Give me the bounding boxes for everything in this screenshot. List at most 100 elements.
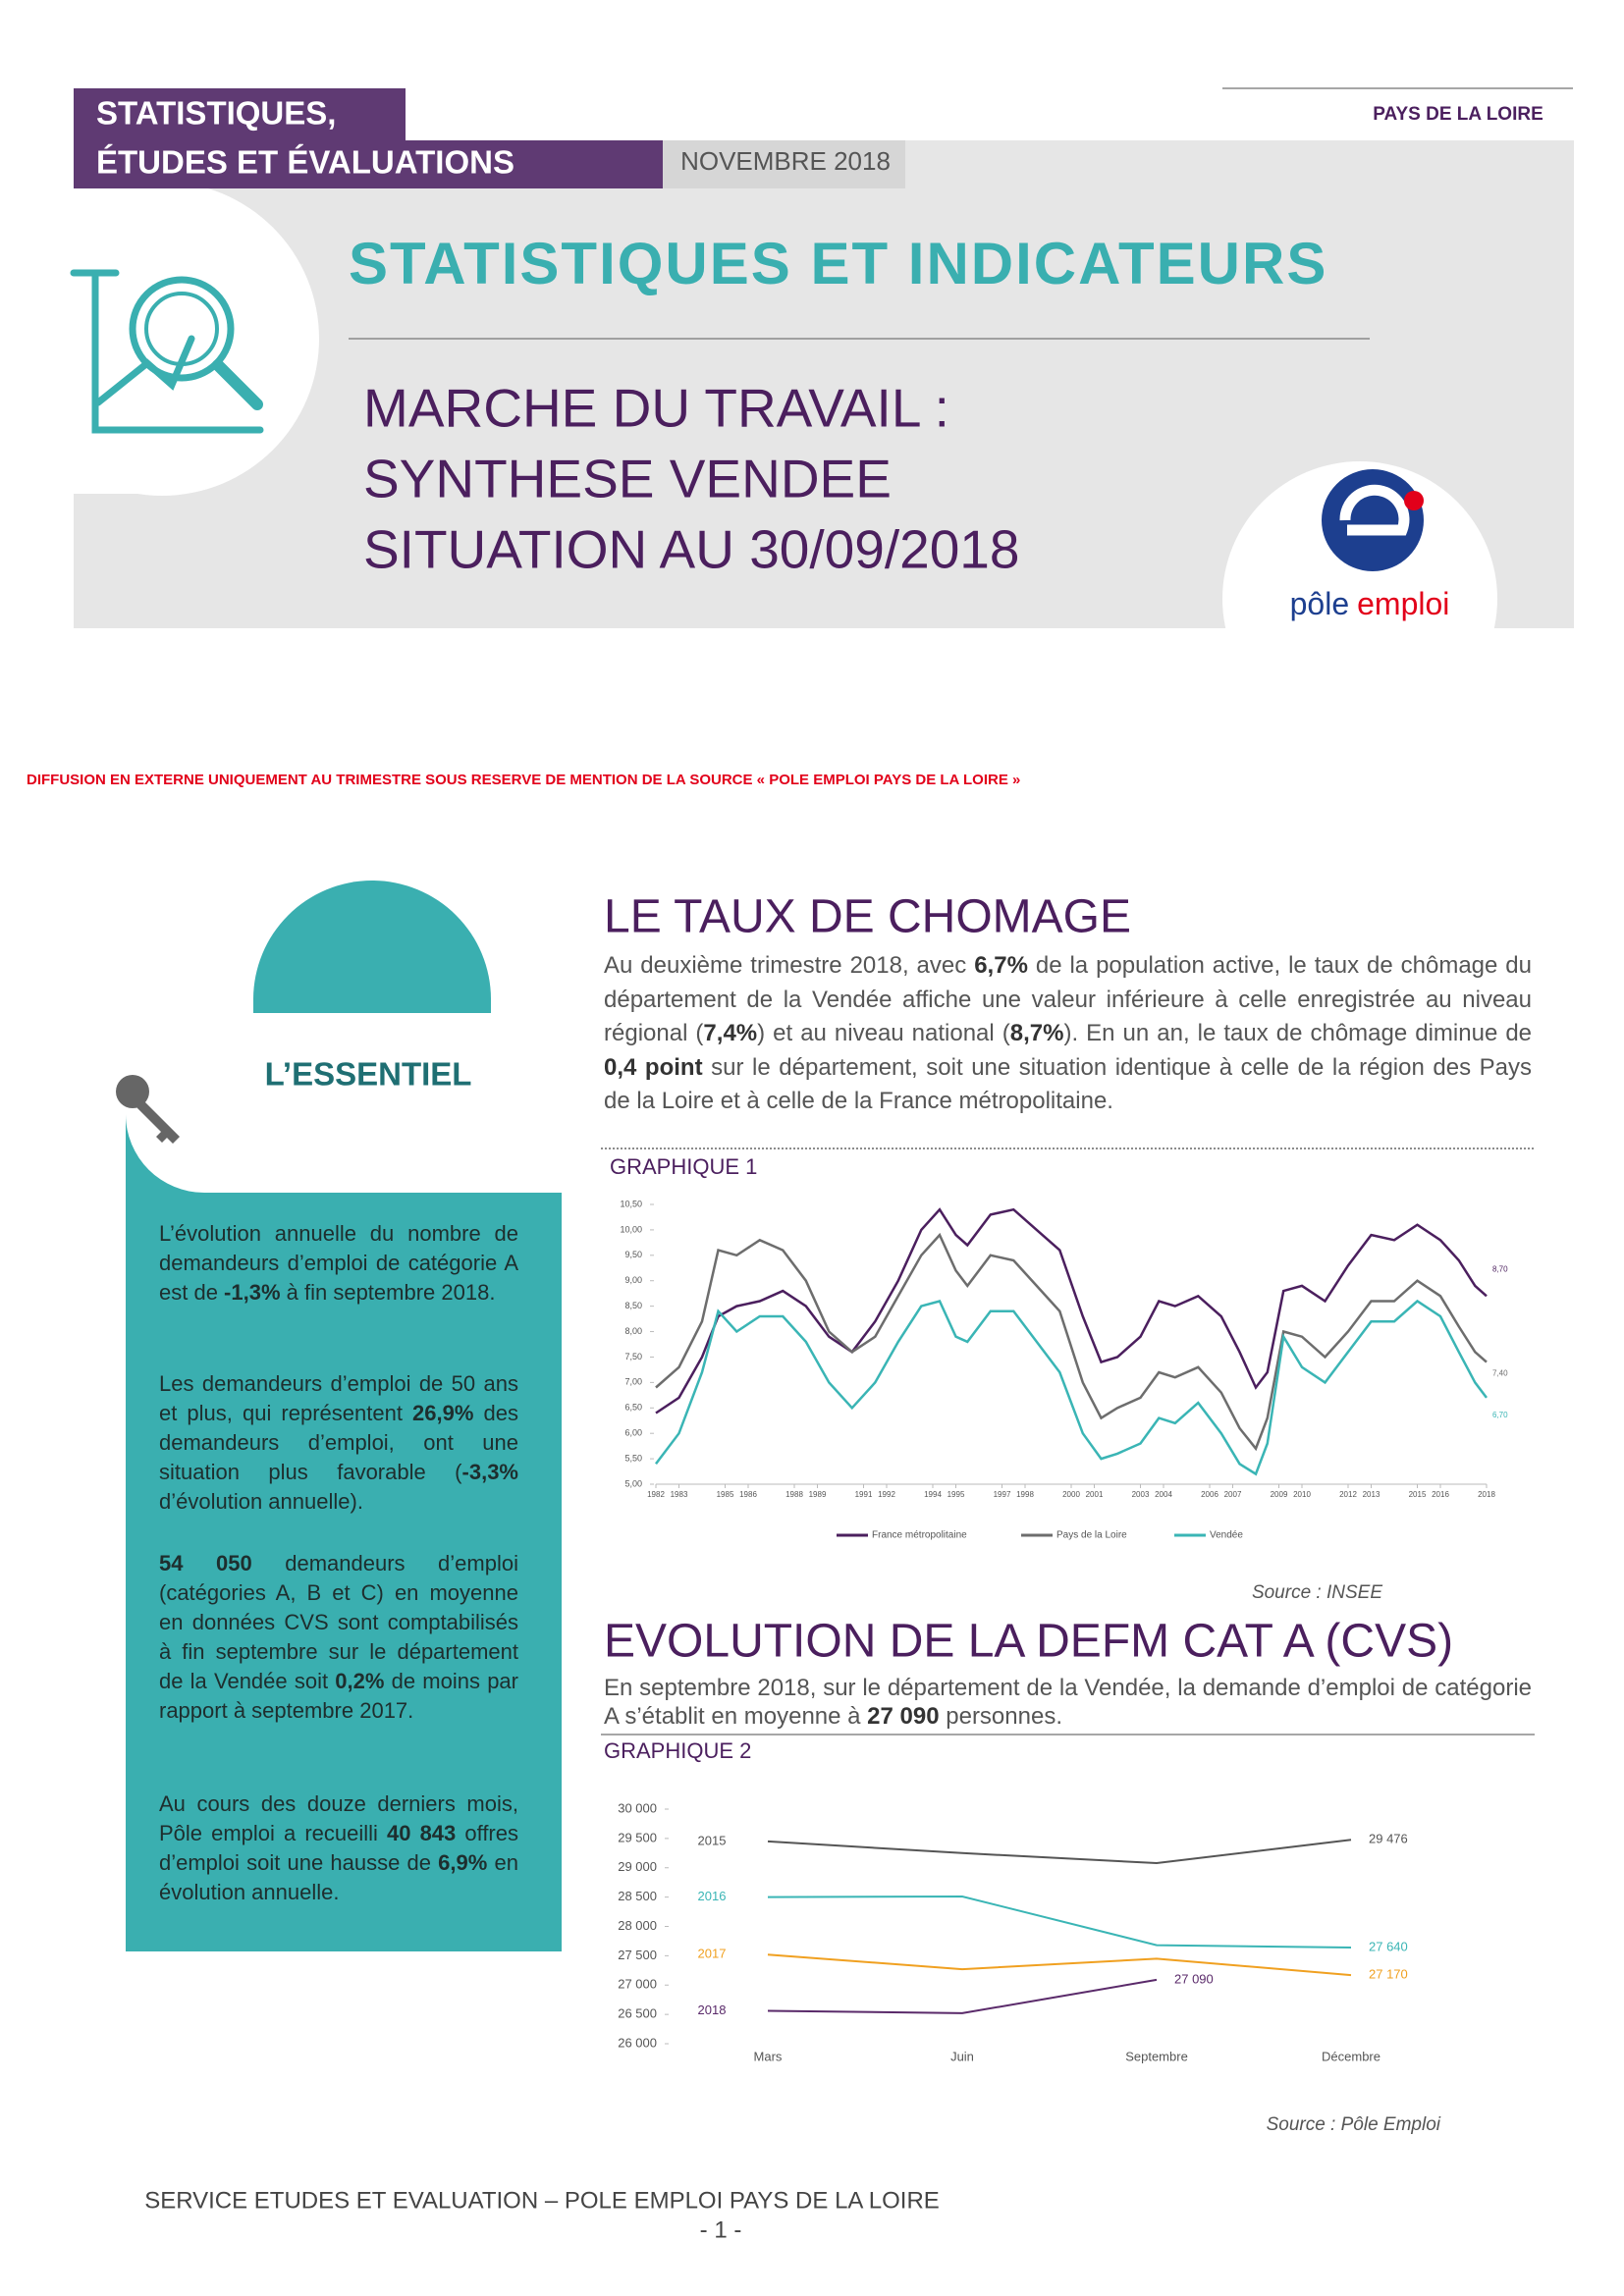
bold-text: 54 050 [159, 1551, 252, 1575]
series-line [767, 1839, 1352, 1865]
y-tick-label: 6,50 [624, 1403, 642, 1413]
section-title: LE TAUX DE CHOMAGE [604, 891, 1131, 943]
bold-text: 8,7% [1009, 1020, 1064, 1046]
subtitle: SITUATION AU 30/09/2018 [363, 519, 1019, 580]
paragraph: 54 050 demandeurs d’emploi (catégories A… [159, 1549, 518, 1726]
paragraph: En septembre 2018, sur le département de… [604, 1674, 1532, 1731]
page-number: - 1 - [700, 2216, 742, 2243]
y-tick-label: 7,00 [624, 1377, 642, 1387]
series-name: STATISTIQUES, [96, 95, 336, 132]
paragraph: Les demandeurs d’emploi de 50 ans et plu… [159, 1369, 518, 1517]
x-tick-label: 1983 [671, 1490, 688, 1499]
text: de moins par rapport à septembre 2017. [159, 1669, 518, 1723]
x-tick-label: 1995 [947, 1490, 965, 1499]
series-name: ÉTUDES ET ÉVALUATIONS [96, 144, 514, 181]
legend-label: France métropolitaine [872, 1530, 967, 1541]
logo-mark [1404, 491, 1424, 510]
y-tick-label: 9,00 [624, 1275, 642, 1285]
series-label: 2016 [698, 1889, 727, 1903]
text: de la population active, le taux de chôm… [604, 952, 1532, 1046]
paragraph: Au cours des douze derniers mois, Pôle e… [159, 1789, 518, 1907]
y-tick-label: 6,00 [624, 1428, 642, 1438]
text: offres d’emploi soit une hausse de [159, 1821, 518, 1875]
series-line [767, 1953, 1352, 1977]
paragraph: Au deuxième trimestre 2018, avec 6,7% de… [604, 949, 1532, 1119]
y-tick-label: 26 500 [618, 2006, 657, 2021]
x-tick-label: 2010 [1293, 1490, 1311, 1499]
text: Au deuxième trimestre 2018, avec [604, 952, 975, 979]
header-cutout [5, 182, 319, 496]
text: L’évolution annuelle du nombre de demand… [159, 1221, 518, 1305]
y-tick-label: 30 000 [618, 1800, 657, 1815]
logo-word: pôle [1290, 586, 1350, 621]
series-label: 2015 [698, 1833, 727, 1847]
y-tick-label: 10,50 [620, 1199, 642, 1208]
subtitle: MARCHE DU TRAVAIL : [363, 378, 949, 439]
y-tick-label: 5,50 [624, 1453, 642, 1463]
x-tick-label: 2012 [1339, 1490, 1357, 1499]
region: PAYS DE LA LOIRE [1373, 104, 1543, 125]
bold-text: 0,2% [335, 1669, 385, 1693]
y-tick-label: 7,50 [624, 1352, 642, 1362]
x-tick-label: Juin [950, 2049, 974, 2063]
figure-label: GRAPHIQUE 2 [604, 1738, 751, 1763]
x-tick-label: 2015 [1409, 1490, 1427, 1499]
series-band [74, 88, 406, 141]
x-tick-label: Décembre [1322, 2049, 1380, 2063]
text: en évolution annuelle. [159, 1850, 518, 1904]
x-tick-label: 1989 [809, 1490, 827, 1499]
x-tick-label: 2018 [1478, 1490, 1495, 1499]
y-tick-label: 28 500 [618, 1889, 657, 1903]
text: sur le département, soit une situation i… [604, 1053, 1533, 1115]
text: ) et au niveau national ( [757, 1020, 1010, 1046]
text: En septembre 2018, sur le département de… [604, 1675, 1532, 1730]
title: STATISTIQUES ET INDICATEURS [349, 231, 1327, 296]
legend-label: Vendée [1210, 1530, 1243, 1541]
series-line [767, 1895, 1352, 1949]
source: Source : Pôle Emploi [1267, 2114, 1441, 2135]
series-band [74, 140, 663, 188]
bold-text: 40 843 [387, 1821, 457, 1845]
text: personnes. [939, 1703, 1062, 1730]
value-label: 29 476 [1369, 1832, 1408, 1846]
y-tick-label: 9,50 [624, 1250, 642, 1259]
y-tick-label: 5,00 [624, 1478, 642, 1488]
subtitle: SYNTHESE VENDEE [363, 449, 892, 509]
bold-text: -3,3% [461, 1460, 518, 1484]
paragraph: L’évolution annuelle du nombre de demand… [159, 1219, 518, 1308]
series-label: 2017 [698, 1947, 727, 1961]
text: d’évolution annuelle). [159, 1489, 363, 1514]
x-tick-label: 2007 [1224, 1490, 1242, 1499]
x-tick-label: 2000 [1062, 1490, 1080, 1499]
text: Au cours des douze derniers mois, Pôle e… [159, 1791, 518, 1845]
series-line [767, 1978, 1158, 2014]
text: des demandeurs d’emploi, ont une situati… [159, 1401, 518, 1484]
x-tick-label: 2001 [1086, 1490, 1104, 1499]
bold-text: 26,9% [412, 1401, 474, 1425]
x-tick-label: Mars [754, 2049, 783, 2063]
x-tick-label: 1986 [739, 1490, 757, 1499]
x-tick-label: 1982 [647, 1490, 665, 1499]
x-tick-label: 1998 [1016, 1490, 1034, 1499]
panel-dome [253, 881, 491, 999]
key-icon [116, 1075, 180, 1144]
y-tick-label: 27 000 [618, 1977, 657, 1992]
value-label: 8,70 [1492, 1264, 1508, 1273]
footer: SERVICE ETUDES ET EVALUATION – POLE EMPL… [144, 2187, 940, 2214]
series-line [655, 1232, 1488, 1452]
bold-text: 6,9% [438, 1850, 488, 1875]
y-tick-label: 10,00 [620, 1224, 642, 1234]
bold-text: -1,3% [224, 1280, 281, 1305]
x-tick-label: 1992 [878, 1490, 895, 1499]
x-tick-label: 2004 [1155, 1490, 1172, 1499]
y-tick-label: 26 000 [618, 2035, 657, 2050]
x-tick-label: 1991 [855, 1490, 873, 1499]
logo-cutout [1222, 461, 1497, 736]
logo-text: pôle emploi [1290, 586, 1450, 621]
y-tick-label: 29 500 [618, 1830, 657, 1844]
source: Source : INSEE [1252, 1582, 1382, 1603]
legend-label: Pays de la Loire [1056, 1530, 1127, 1541]
x-tick-label: 1997 [994, 1490, 1011, 1499]
